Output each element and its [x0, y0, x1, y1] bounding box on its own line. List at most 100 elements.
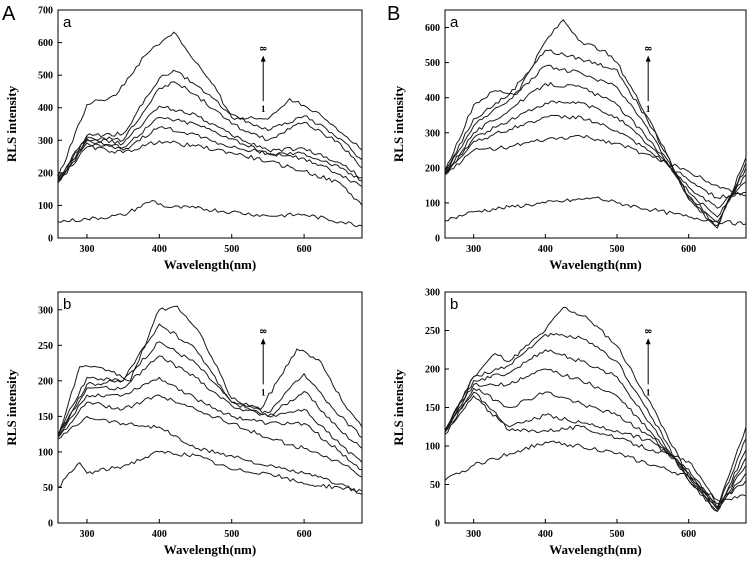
series-line-6: [444, 64, 747, 223]
series-line-2: [444, 134, 747, 197]
arrow-start-label: 1: [261, 104, 266, 114]
y-tick-label: 150: [425, 403, 440, 414]
y-axis-title: RLS intensity: [4, 369, 19, 446]
x-axis-title: Wavelength(nm): [549, 542, 641, 557]
series-line-3: [444, 114, 747, 200]
series-line-8: [444, 19, 747, 229]
y-tick-label: 0: [48, 519, 53, 530]
series-line-1: [57, 200, 363, 228]
series-line-7: [444, 49, 747, 227]
y-axis-title: RLS intensity: [391, 85, 406, 162]
series-line-3: [57, 126, 363, 187]
x-tick-label: 400: [538, 529, 553, 540]
chart-b-b: 0 50 100 150 200 250 300 300 400 500 600 Wavelength…: [391, 288, 747, 557]
x-axis-title: Wavelength(nm): [164, 542, 256, 557]
y-tick-label: 0: [48, 234, 53, 245]
y-axis-title: RLS intensity: [391, 369, 406, 446]
series-line-7: [57, 69, 363, 180]
series-line-2: [57, 140, 363, 206]
arrow-end-label: 8: [643, 329, 653, 334]
series-line-5: [57, 105, 363, 182]
y-tick-label: 100: [38, 447, 53, 458]
y-tick-label: 250: [425, 326, 440, 337]
x-axis-title: Wavelength(nm): [549, 257, 641, 272]
y-tick-label: 150: [38, 412, 53, 423]
x-tick-label: 400: [152, 529, 167, 540]
series-line-5: [57, 355, 363, 463]
y-axis-title: RLS intensity: [4, 85, 19, 162]
y-tick-label: 100: [38, 201, 53, 212]
series-line-3: [444, 391, 747, 509]
plot-frame: [444, 9, 747, 239]
arrow-head: [260, 338, 266, 345]
chart-a-a: 0 100 200 300 400 500 600 700 300 400 500 600 Wavele…: [4, 6, 363, 272]
x-tick-label: 400: [152, 244, 167, 255]
x-tick-label: 500: [610, 529, 625, 540]
series-line-6: [57, 81, 363, 181]
y-tick-label: 400: [38, 103, 53, 114]
series-line-8: [57, 305, 363, 438]
series-line-1: [57, 450, 363, 493]
series-line-5: [444, 368, 747, 512]
x-tick-label: 300: [79, 244, 94, 255]
series-line-4: [444, 100, 747, 209]
y-tick-label: 200: [425, 365, 440, 376]
subpanel-letter: b: [450, 296, 458, 313]
y-tick-label: 200: [38, 168, 53, 179]
arrow-head: [645, 55, 651, 62]
y-tick-label: 300: [425, 128, 440, 139]
plot-frame: [57, 291, 363, 524]
y-tick-label: 100: [425, 442, 440, 453]
y-tick-label: 50: [430, 480, 440, 491]
y-tick-label: 500: [38, 71, 53, 82]
y-tick-label: 300: [38, 136, 53, 147]
x-tick-label: 500: [610, 244, 625, 255]
x-tick-label: 600: [681, 529, 696, 540]
x-tick-label: 300: [466, 244, 481, 255]
y-tick-label: 250: [38, 341, 53, 352]
y-tick-label: 100: [425, 198, 440, 209]
series-line-3: [57, 394, 363, 478]
arrow-head: [260, 55, 266, 62]
x-axis-title: Wavelength(nm): [164, 257, 256, 272]
series-line-5: [444, 82, 747, 218]
series-line-7: [57, 323, 363, 439]
x-tick-label: 400: [538, 244, 553, 255]
series-line-2: [57, 415, 363, 496]
series-line-4: [444, 387, 747, 510]
series-line-6: [444, 349, 747, 512]
arrow-end-label: 8: [258, 329, 268, 334]
y-tick-label: 50: [43, 483, 53, 494]
subpanel-letter: b: [63, 296, 71, 313]
series-line-7: [444, 333, 747, 510]
series-line-4: [57, 376, 363, 471]
series-line-8: [57, 31, 363, 178]
panel-letter-a: A: [2, 3, 16, 25]
y-tick-label: 600: [38, 38, 53, 49]
subpanel-letter: a: [450, 14, 459, 31]
series-line-4: [57, 117, 363, 183]
x-tick-label: 600: [297, 244, 312, 255]
chart-b-a: 0 100 200 300 400 500 600 300 400 500 600 Wavelengt…: [391, 9, 747, 272]
series-line-1: [444, 196, 747, 226]
series-line-2: [444, 395, 747, 505]
x-tick-label: 300: [466, 529, 481, 540]
y-tick-label: 200: [38, 376, 53, 387]
arrow-end-label: 8: [643, 46, 653, 51]
series-line-8: [444, 306, 747, 509]
y-tick-label: 600: [425, 23, 440, 34]
chart-a-b: 0 50 100 150 200 250 300 300 400 500 600 Wavelength…: [4, 291, 363, 557]
subpanel-letter: a: [63, 14, 72, 31]
series-line-6: [57, 341, 363, 449]
arrow-start-label: 1: [261, 387, 266, 397]
y-tick-label: 0: [435, 519, 440, 530]
arrow-head: [645, 338, 651, 345]
plot-frame: [57, 9, 363, 239]
arrow-start-label: 1: [646, 387, 651, 397]
y-tick-label: 300: [425, 288, 440, 299]
panel-letter-b: B: [387, 3, 400, 25]
arrow-start-label: 1: [646, 104, 651, 114]
y-tick-label: 500: [425, 58, 440, 69]
arrow-end-label: 8: [258, 46, 268, 51]
x-tick-label: 300: [79, 529, 94, 540]
